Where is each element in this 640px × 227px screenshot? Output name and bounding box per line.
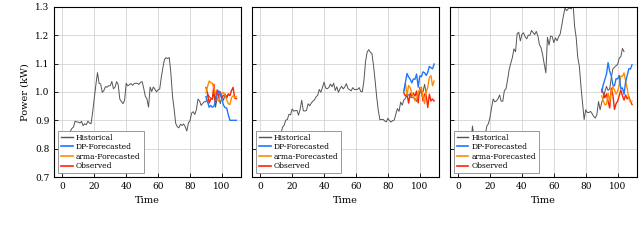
- Legend: Historical, DP-Forecasted, arma-Forecasted, Observed: Historical, DP-Forecasted, arma-Forecast…: [58, 131, 143, 173]
- Legend: Historical, DP-Forecasted, arma-Forecasted, Observed: Historical, DP-Forecasted, arma-Forecast…: [454, 131, 540, 173]
- Y-axis label: Power (kW): Power (kW): [20, 63, 29, 121]
- X-axis label: Time: Time: [135, 197, 160, 205]
- X-axis label: Time: Time: [531, 197, 556, 205]
- X-axis label: Time: Time: [333, 197, 358, 205]
- Legend: Historical, DP-Forecasted, arma-Forecasted, Observed: Historical, DP-Forecasted, arma-Forecast…: [256, 131, 342, 173]
